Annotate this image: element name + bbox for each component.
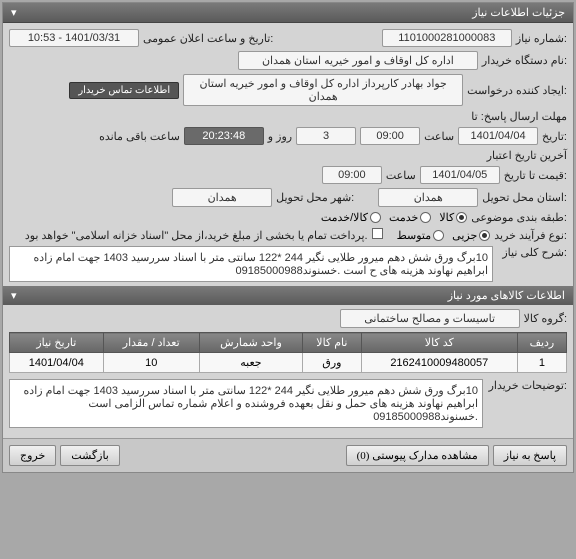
category-radio-group: کالا خدمت کالا/خدمت bbox=[321, 211, 467, 224]
radio-icon bbox=[420, 212, 431, 223]
requester-label: :ایجاد کننده درخواست bbox=[467, 84, 567, 97]
remaining-label: ساعت باقی مانده bbox=[99, 130, 180, 143]
button-bar: پاسخ به نیاز مشاهده مدارک پیوستی (0) باز… bbox=[3, 438, 573, 472]
radio-goods-service[interactable]: کالا/خدمت bbox=[321, 211, 381, 224]
main-desc-label: :شرح کلی نیاز bbox=[497, 246, 567, 259]
window-title: جزئیات اطلاعات نیاز bbox=[472, 7, 565, 19]
collapse-icon[interactable]: ▾ bbox=[11, 6, 17, 19]
radio-service[interactable]: خدمت bbox=[389, 211, 431, 224]
need-number-label: :شماره نیاز bbox=[516, 32, 567, 45]
th-qty: تعداد / مقدار bbox=[103, 333, 199, 353]
deadline-time-field: 09:00 bbox=[360, 127, 420, 145]
time-label-1: ساعت bbox=[424, 130, 454, 143]
th-unit: واحد شمارش bbox=[199, 333, 302, 353]
process-radio-group: جزیی متوسط bbox=[397, 229, 491, 242]
radio-small[interactable]: جزیی bbox=[452, 229, 490, 242]
payment-note: .پرداخت تمام یا بخشی از مبلغ خرید،از محل… bbox=[25, 229, 368, 242]
td-qty: 10 bbox=[103, 353, 199, 373]
radio-medium[interactable]: متوسط bbox=[397, 229, 445, 242]
goods-section-title: اطلاعات کالاهای مورد نیاز bbox=[448, 290, 565, 302]
delivery-city-field: همدان bbox=[172, 188, 272, 207]
group-label: :گروه کالا bbox=[524, 312, 567, 325]
goods-table: ردیف کد کالا نام کالا واحد شمارش تعداد /… bbox=[9, 332, 567, 373]
payment-checkbox[interactable] bbox=[372, 228, 383, 242]
radio-goods[interactable]: کالا bbox=[439, 211, 467, 224]
announce-field: 1401/03/31 - 10:53 bbox=[9, 29, 139, 47]
buyer-field: اداره کل اوقاف و امور خیریه استان همدان bbox=[238, 51, 478, 70]
radio-icon bbox=[433, 230, 444, 241]
buyer-notes-label: :توضیحات خریدار bbox=[487, 379, 567, 392]
price-date-field: 1401/04/05 bbox=[420, 166, 500, 184]
th-code: کد کالا bbox=[361, 333, 517, 353]
radio-service-label: خدمت bbox=[389, 211, 418, 224]
main-desc-box: 10برگ ورق شش دهم میرور طلایی نگیر 244 *1… bbox=[9, 246, 493, 282]
td-unit: جعبه bbox=[199, 353, 302, 373]
price-validity-label: آخرین تاریخ اعتبار bbox=[487, 149, 567, 162]
radio-icon bbox=[479, 230, 490, 241]
respond-button[interactable]: پاسخ به نیاز bbox=[493, 445, 567, 466]
back-button[interactable]: بازگشت bbox=[60, 445, 120, 466]
radio-goods-label: کالا bbox=[439, 211, 454, 224]
radio-medium-label: متوسط bbox=[397, 229, 432, 242]
th-row: ردیف bbox=[517, 333, 566, 353]
announce-label: :تاریخ و ساعت اعلان عمومی bbox=[143, 32, 273, 45]
deadline-date-field: 1401/04/04 bbox=[458, 127, 538, 145]
time-label-2: ساعت bbox=[386, 169, 416, 182]
attachments-button[interactable]: مشاهده مدارک پیوستی (0) bbox=[346, 445, 489, 466]
th-date: تاریخ نیاز bbox=[10, 333, 104, 353]
radio-goods-service-label: کالا/خدمت bbox=[321, 211, 368, 224]
td-row: 1 bbox=[517, 353, 566, 373]
title-bar: جزئیات اطلاعات نیاز ▾ bbox=[3, 3, 573, 23]
buyer-label: :نام دستگاه خریدار bbox=[482, 54, 567, 67]
buyer-notes-box: 10برگ ورق شش دهم میرور طلایی نگیر 244 *1… bbox=[9, 379, 483, 428]
days-label: روز و bbox=[268, 130, 292, 143]
radio-icon bbox=[456, 212, 467, 223]
need-number-field: 1101000281000083 bbox=[382, 29, 512, 47]
delivery-state-field: همدان bbox=[378, 188, 478, 207]
requester-field: جواد بهادر کارپرداز اداره کل اوقاف و امو… bbox=[183, 74, 463, 106]
history-label: :تاریخ bbox=[542, 130, 567, 143]
delivery-state-label: :استان محل تحویل bbox=[482, 191, 567, 204]
exit-button[interactable]: خروج bbox=[9, 445, 56, 466]
process-label: :نوع فرآیند خرید bbox=[494, 229, 567, 242]
td-name: ورق bbox=[303, 353, 362, 373]
th-name: نام کالا bbox=[303, 333, 362, 353]
delivery-city-label: :شهر محل تحویل bbox=[276, 191, 354, 204]
category-label: :طبقه بندی موضوعی bbox=[471, 211, 567, 224]
deadline-label: مهلت ارسال پاسخ: تا bbox=[471, 110, 567, 123]
td-code: 2162410009480057 bbox=[361, 353, 517, 373]
group-field: تاسیسات و مصالح ساختمانی bbox=[340, 309, 520, 328]
table-row[interactable]: 1 2162410009480057 ورق جعبه 10 1401/04/0… bbox=[10, 353, 567, 373]
days-count-field: 3 bbox=[296, 127, 356, 145]
radio-icon bbox=[370, 212, 381, 223]
table-header-row: ردیف کد کالا نام کالا واحد شمارش تعداد /… bbox=[10, 333, 567, 353]
radio-small-label: جزیی bbox=[452, 229, 477, 242]
goods-section-header: اطلاعات کالاهای مورد نیاز ▾ bbox=[3, 286, 573, 305]
price-time-field: 09:00 bbox=[322, 166, 382, 184]
td-date: 1401/04/04 bbox=[10, 353, 104, 373]
collapse-icon[interactable]: ▾ bbox=[11, 289, 17, 302]
price-to-label: :قیمت تا تاریخ bbox=[504, 169, 567, 182]
contact-buyer-button[interactable]: اطلاعات تماس خریدار bbox=[69, 82, 179, 99]
countdown-field: 20:23:48 bbox=[184, 127, 264, 145]
